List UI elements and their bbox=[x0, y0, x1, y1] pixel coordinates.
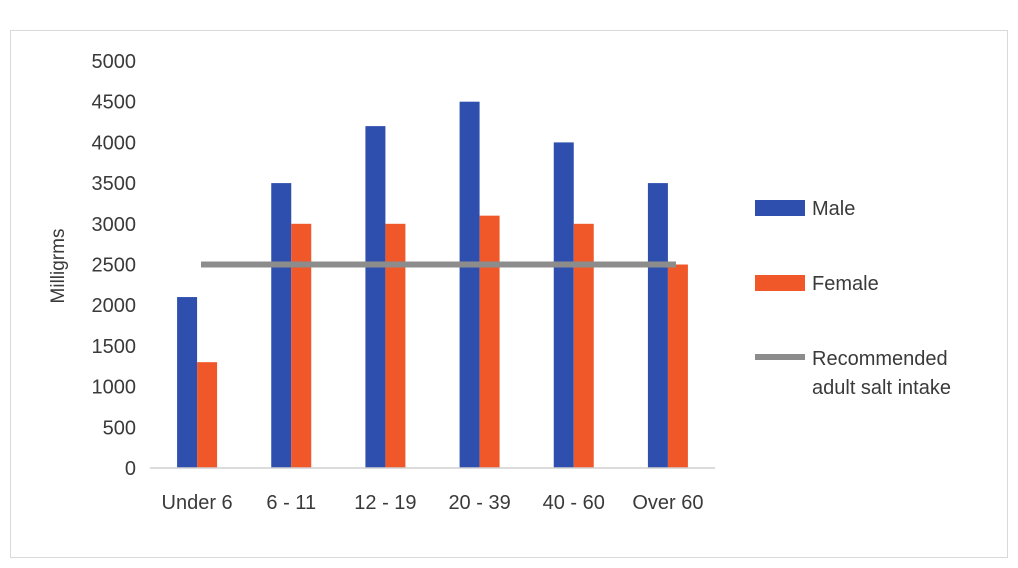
bar-female bbox=[667, 264, 688, 468]
chart-frame bbox=[10, 30, 1008, 558]
bar-male bbox=[271, 183, 292, 468]
y-tick-label: 4000 bbox=[92, 132, 137, 154]
y-tick-label: 1500 bbox=[92, 336, 137, 358]
bar-female bbox=[573, 223, 594, 468]
x-category-label: Under 6 bbox=[162, 492, 233, 514]
bar-male bbox=[647, 183, 668, 468]
x-category-label: Over 60 bbox=[632, 492, 703, 514]
bar-female bbox=[385, 223, 406, 468]
y-tick-label: 4500 bbox=[92, 92, 137, 114]
y-tick-label: 1000 bbox=[92, 377, 137, 399]
x-category-label: 40 - 60 bbox=[543, 492, 605, 514]
bar-female bbox=[197, 362, 218, 468]
legend: Male Female Recommended adult salt intake bbox=[755, 198, 951, 399]
y-axis-label: Milligrms bbox=[48, 229, 69, 304]
bar-male bbox=[365, 126, 386, 469]
y-tick-label: 2500 bbox=[92, 255, 137, 277]
y-axis-ticks: 0 500 1000 1500 2000 2500 3000 3500 4000 4500 5000 bbox=[92, 51, 137, 480]
y-tick-label: 3000 bbox=[92, 214, 137, 236]
legend-swatch-female bbox=[755, 275, 805, 291]
legend-label-reference: adult salt intake bbox=[812, 377, 951, 399]
bar-male bbox=[177, 297, 198, 468]
x-axis-categories: Under 6 6 - 11 12 - 19 20 - 39 40 - 60 Over 6… bbox=[162, 492, 704, 514]
bar-female bbox=[479, 215, 500, 468]
bars bbox=[177, 101, 688, 469]
y-tick-label: 5000 bbox=[92, 51, 137, 73]
x-category-label: 12 - 19 bbox=[354, 492, 416, 514]
bar-male bbox=[459, 101, 480, 468]
legend-label-female: Female bbox=[812, 273, 879, 295]
y-tick-label: 0 bbox=[125, 458, 136, 480]
y-tick-label: 3500 bbox=[92, 173, 137, 195]
legend-label-male: Male bbox=[812, 198, 855, 220]
bar-female bbox=[291, 223, 312, 468]
legend-swatch-male bbox=[755, 200, 805, 216]
x-category-label: 6 - 11 bbox=[266, 492, 316, 514]
bar-male bbox=[553, 142, 574, 468]
y-tick-label: 500 bbox=[103, 417, 136, 439]
y-tick-label: 2000 bbox=[92, 295, 137, 317]
x-category-label: 20 - 39 bbox=[448, 492, 510, 514]
legend-label-reference: Recommended bbox=[812, 348, 948, 370]
